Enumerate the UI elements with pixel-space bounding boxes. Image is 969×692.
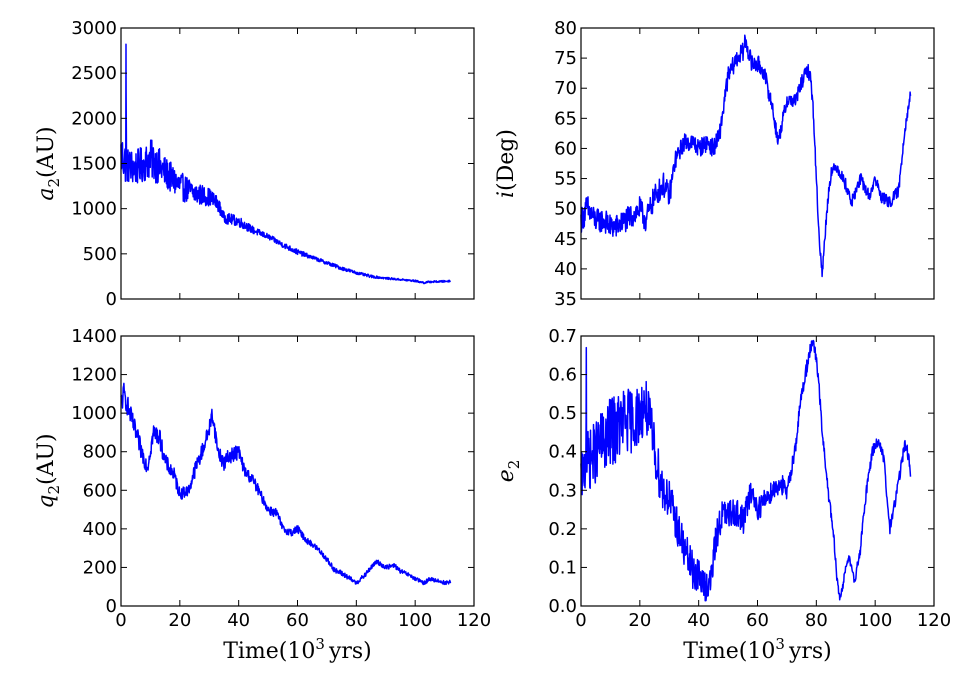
y-tick-label: 50	[554, 199, 577, 220]
y-tick-label: 75	[554, 48, 577, 69]
y-tick-label: 55	[554, 169, 577, 190]
y-tick-label: 65	[554, 108, 577, 129]
y-tick-label: 35	[554, 289, 577, 310]
y-tick-label: 40	[554, 259, 577, 280]
series-line-a2	[120, 43, 452, 285]
y-tick-label: 60	[554, 138, 577, 159]
x-tick-label: 80	[345, 610, 368, 631]
x-tick-label: 20	[168, 610, 191, 631]
y-tick-label: 1000	[71, 199, 117, 220]
y-tick-label: 80	[554, 18, 577, 39]
y-tick-label: 2500	[71, 63, 117, 84]
panel-e2: 0.0 0.1 0.2 0.3 0.4 0.5 0.6 0.7 0 20 40 60 80 100 120 e…	[494, 326, 951, 664]
y-axis-label: e2	[494, 460, 523, 483]
y-tick-label: 1400	[71, 326, 117, 347]
y-tick-label: 1500	[71, 154, 117, 175]
y-tick-label: 200	[83, 557, 117, 578]
series-line-i	[580, 34, 912, 278]
y-axis-label: a2(AU)	[34, 126, 63, 200]
y-tick-label: 0.1	[548, 557, 577, 578]
panel-inclination: 35 40 45 50 55 60 65 70 75 80 i(Deg)	[494, 18, 935, 310]
axes-frame	[120, 27, 475, 300]
y-tick-label: 800	[83, 442, 117, 463]
x-tick-label: 60	[746, 610, 769, 631]
y-tick-label: 0.2	[548, 519, 577, 540]
x-axis-label: Time(103 yrs)	[683, 635, 832, 664]
x-tick-label: 0	[575, 610, 586, 631]
y-tick-label: 0.0	[548, 596, 577, 617]
y-tick-label: 600	[83, 480, 117, 501]
y-tick-label: 0.7	[548, 326, 577, 347]
y-tick-label: 0.3	[548, 480, 577, 501]
x-tick-label: 40	[687, 610, 710, 631]
y-tick-label: 0.6	[548, 365, 577, 386]
x-tick-label: 120	[457, 610, 491, 631]
x-tick-label: 0	[115, 610, 126, 631]
y-tick-label: 0.5	[548, 403, 577, 424]
y-tick-label: 70	[554, 78, 577, 99]
x-tick-label: 100	[398, 610, 432, 631]
y-tick-label: 0.4	[548, 442, 577, 463]
y-axis-label: i(Deg)	[494, 129, 519, 198]
y-tick-label: 1200	[71, 365, 117, 386]
y-tick-label: 400	[83, 519, 117, 540]
series-line-q2	[120, 382, 452, 586]
y-tick-label: 0	[106, 289, 117, 310]
series-line-e2	[580, 339, 912, 602]
x-tick-label: 40	[227, 610, 250, 631]
x-tick-label: 20	[628, 610, 651, 631]
y-tick-label: 0	[106, 596, 117, 617]
y-axis-label: q2(AU)	[34, 433, 63, 508]
y-tick-label: 500	[83, 244, 117, 265]
x-tick-label: 60	[286, 610, 309, 631]
y-tick-label: 1000	[71, 403, 117, 424]
axes-frame	[580, 335, 935, 607]
y-tick-label: 3000	[71, 18, 117, 39]
y-tick-label: 2000	[71, 108, 117, 129]
x-tick-label: 120	[917, 610, 951, 631]
x-tick-label: 100	[858, 610, 892, 631]
y-tick-label: 45	[554, 229, 577, 250]
x-tick-label: 80	[805, 610, 828, 631]
x-axis-label: Time(103 yrs)	[223, 635, 372, 664]
panel-q2: 0 200 400 600 800 1000 1200 1400 0 20 40 60 80 100 120…	[34, 326, 491, 664]
panel-a2: 0 500 1000 1500 2000 2500 3000 a2(AU)	[34, 18, 475, 310]
